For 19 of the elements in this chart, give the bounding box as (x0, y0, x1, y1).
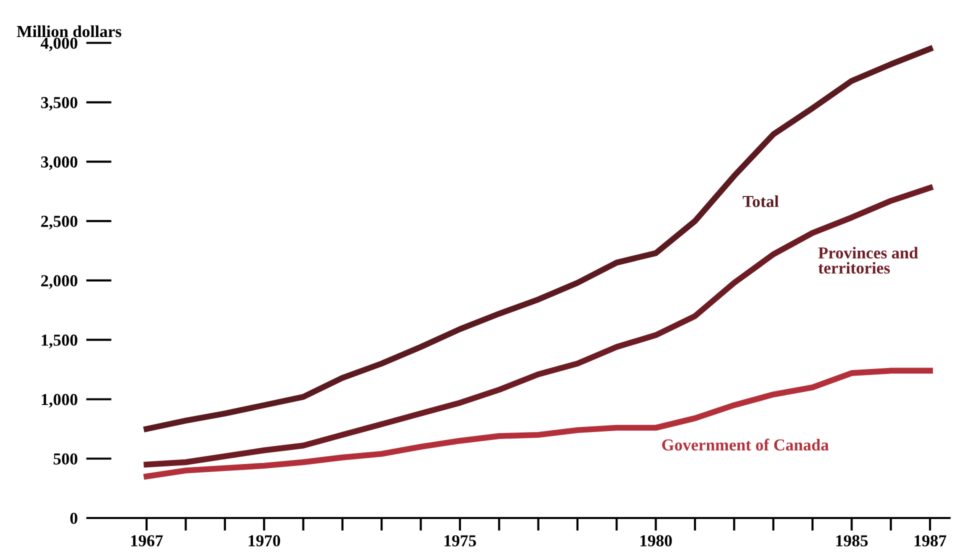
y-tick-label: 500 (54, 453, 78, 465)
y-tick-label: 3,500 (41, 96, 78, 111)
y-tick-label: 2,000 (41, 275, 78, 289)
y-tick-label: 1,000 (42, 394, 78, 408)
x-tick-label: 1987 (914, 535, 946, 546)
x-tick-label: 1967 (131, 535, 163, 546)
series-label: Total (742, 195, 779, 208)
x-tick-label: 1970 (248, 535, 280, 546)
x-tick-label: 1975 (444, 535, 476, 546)
y-tick-label: 3,000 (41, 156, 78, 170)
y-tick-label: 4,000 (40, 38, 78, 52)
x-tick-label: 1980 (640, 535, 672, 546)
y-tick-label: 1,500 (42, 334, 78, 348)
series-label: Provinces and territories (818, 246, 918, 274)
y-axis-title: Million dollars (16, 25, 122, 38)
series-label: Government of Canada (662, 438, 829, 451)
y-tick-label: 0 (70, 512, 78, 524)
y-tick-label: 2,500 (41, 216, 78, 230)
x-tick-label: 1985 (836, 535, 868, 546)
